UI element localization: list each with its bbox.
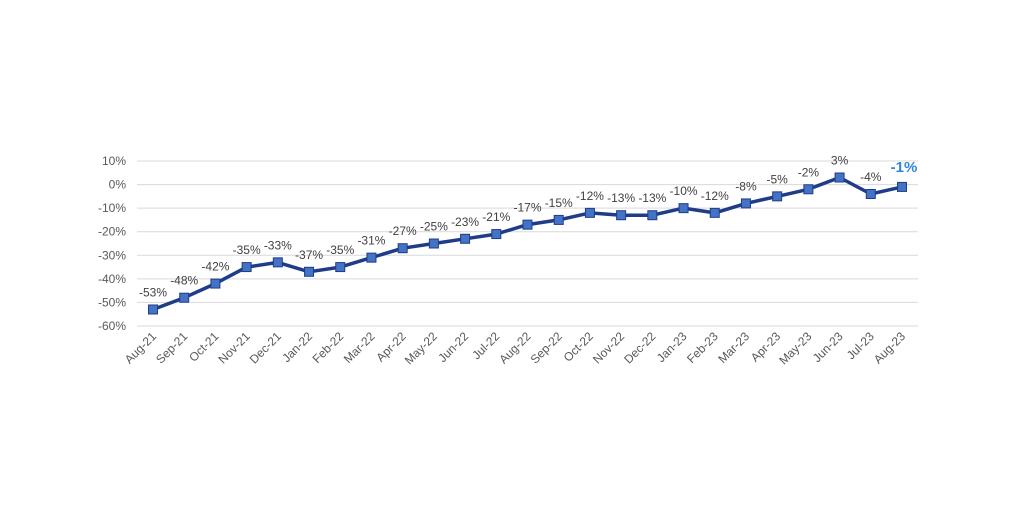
- y-tick-label: -20%: [98, 225, 126, 239]
- data-label: -13%: [638, 191, 666, 205]
- data-label: -35%: [233, 243, 261, 257]
- x-tick-label: Mar-23: [715, 329, 752, 366]
- data-label: -31%: [357, 234, 385, 248]
- x-tick-label: Mar-22: [341, 329, 378, 366]
- data-label: -37%: [295, 248, 323, 262]
- x-tick-label: Feb-22: [310, 329, 347, 366]
- x-tick-label: Jun-23: [810, 329, 846, 365]
- data-point-marker: [491, 229, 502, 240]
- x-tick-label: Aug-22: [496, 329, 533, 366]
- data-label: -42%: [201, 260, 229, 274]
- data-label: -53%: [139, 286, 167, 300]
- data-label: -35%: [326, 243, 354, 257]
- x-tick-label: Sep-22: [528, 329, 565, 366]
- y-tick-label: 0%: [109, 178, 127, 192]
- data-point-marker: [803, 184, 814, 195]
- data-point-marker: [709, 207, 720, 218]
- data-point-marker: [397, 243, 408, 254]
- gridlines: [137, 160, 918, 327]
- data-label: -8%: [735, 179, 757, 193]
- data-point-marker: [834, 172, 845, 183]
- data-point-marker: [584, 207, 595, 218]
- data-point-marker: [865, 189, 876, 199]
- data-label: -27%: [389, 224, 417, 238]
- data-point-marker: [897, 181, 907, 192]
- data-labels: -53%-48%-42%-35% -33%-37% -35%-31%-27% -25%…: [139, 154, 917, 300]
- data-label: -2%: [798, 165, 820, 179]
- data-label: -48%: [170, 274, 198, 288]
- data-label: -13%: [607, 191, 635, 205]
- data-point-marker: [522, 219, 533, 230]
- data-point-marker: [272, 257, 283, 268]
- data-point-marker: [304, 266, 315, 277]
- x-axis: Aug-21Sep-21Oct-21Nov-21Dec-21Jan-22Feb-…: [122, 329, 908, 367]
- y-tick-label: -50%: [98, 295, 126, 309]
- data-point-marker: [335, 262, 346, 273]
- data-label: -5%: [766, 172, 788, 186]
- x-tick-label: Jan-23: [654, 329, 690, 365]
- x-tick-label: Oct-21: [186, 329, 222, 365]
- x-tick-label: Jun-22: [435, 329, 471, 365]
- y-tick-label: -10%: [98, 201, 126, 215]
- y-axis: 10% 0% -10% -20% -30% -40% -50% -60%: [98, 154, 126, 333]
- data-point-marker: [772, 191, 783, 202]
- data-label: -12%: [701, 189, 729, 203]
- data-point-marker: [428, 238, 439, 249]
- x-tick-label: Dec-21: [247, 329, 284, 366]
- y-tick-label: -30%: [98, 248, 126, 262]
- x-tick-label: Sep-21: [153, 329, 190, 366]
- y-tick-label: -40%: [98, 272, 126, 286]
- data-point-marker: [210, 278, 221, 289]
- x-tick-label: Nov-21: [215, 329, 252, 366]
- data-point-marker: [647, 210, 658, 221]
- x-tick-label: Oct-22: [561, 329, 597, 365]
- series-line: [148, 172, 907, 315]
- x-tick-label: Jan-22: [279, 329, 315, 365]
- x-tick-label: Nov-22: [590, 329, 627, 366]
- y-tick-label: 10%: [102, 154, 126, 168]
- data-point-marker: [366, 252, 377, 263]
- x-tick-label: May-23: [776, 329, 814, 367]
- data-label: -25%: [420, 220, 448, 234]
- data-label: -17%: [513, 201, 541, 215]
- x-tick-label: Feb-23: [684, 329, 721, 366]
- data-point-marker: [616, 210, 627, 221]
- data-label-highlight: -1%: [891, 159, 918, 176]
- data-label: -15%: [545, 196, 573, 210]
- data-label: -33%: [264, 238, 292, 252]
- data-label: -23%: [451, 215, 479, 229]
- data-point-marker: [148, 304, 158, 315]
- data-label: -4%: [860, 170, 882, 184]
- data-point-marker: [179, 292, 190, 303]
- data-label: -10%: [670, 184, 698, 198]
- data-point-marker: [241, 262, 252, 273]
- data-point-marker: [678, 203, 689, 214]
- data-label: -12%: [576, 189, 604, 203]
- data-label: 3%: [831, 154, 849, 168]
- x-tick-label: Aug-23: [871, 329, 908, 366]
- x-tick-label: May-22: [402, 329, 440, 367]
- data-point-marker: [460, 233, 471, 244]
- data-point-marker: [740, 198, 751, 209]
- x-tick-label: Dec-22: [621, 329, 658, 366]
- data-label: -21%: [482, 210, 510, 224]
- x-tick-label: Aug-21: [122, 329, 159, 366]
- data-point-marker: [553, 214, 564, 225]
- y-tick-label: -60%: [98, 319, 126, 333]
